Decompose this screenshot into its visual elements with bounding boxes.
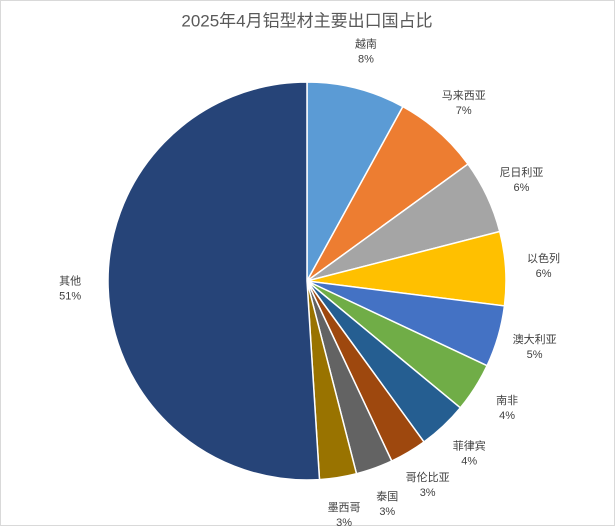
slice-value-label: 6% bbox=[513, 182, 529, 194]
pie-slice bbox=[107, 81, 321, 481]
slice-label: 以色列 bbox=[527, 251, 560, 265]
slice-label: 哥伦比亚 bbox=[406, 470, 450, 484]
slice-label: 越南 bbox=[355, 36, 377, 50]
pie-slice bbox=[306, 81, 404, 282]
slice-label: 菲律宾 bbox=[453, 439, 486, 453]
slice-label: 南非 bbox=[496, 394, 518, 407]
slice-value-label: 5% bbox=[527, 349, 543, 361]
slice-label: 墨西哥 bbox=[328, 501, 361, 514]
slice-value-label: 4% bbox=[461, 456, 477, 468]
slice-label: 泰国 bbox=[376, 489, 398, 503]
slice-label: 尼日利亚 bbox=[499, 166, 543, 179]
slice-value-label: 6% bbox=[536, 268, 552, 280]
slice-label: 其他 bbox=[59, 274, 81, 287]
chart-title: 2025年4月铝型材主要出口国占比 bbox=[181, 11, 432, 30]
slice-value-label: 51% bbox=[59, 290, 81, 302]
slice-value-label: 3% bbox=[379, 506, 395, 518]
slice-value-label: 8% bbox=[358, 53, 374, 65]
slice-value-label: 3% bbox=[420, 487, 436, 499]
slice-label: 马来西亚 bbox=[442, 89, 486, 102]
slice-label: 澳大利亚 bbox=[513, 332, 557, 346]
slice-value-label: 4% bbox=[499, 410, 515, 422]
slice-value-label: 3% bbox=[336, 517, 352, 526]
slice-value-label: 7% bbox=[456, 105, 472, 117]
